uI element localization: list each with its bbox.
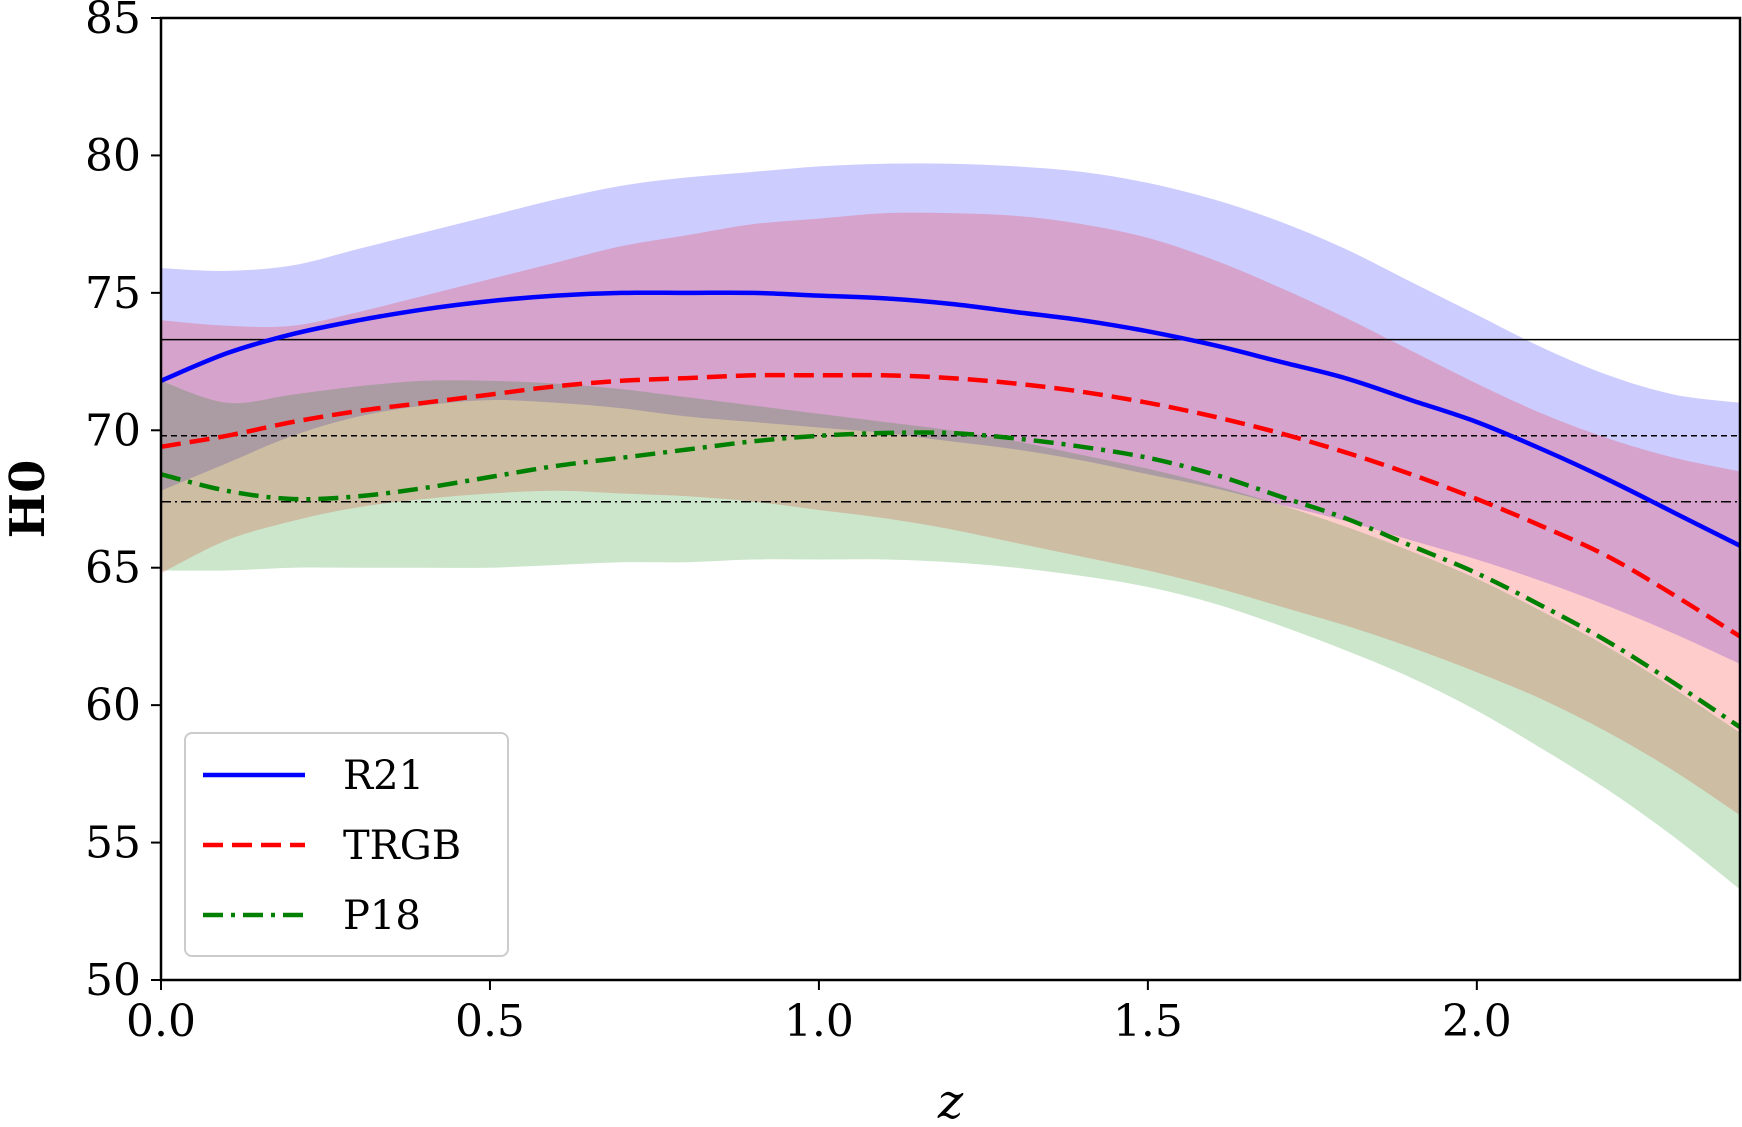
y-tick-label: 80 (85, 130, 141, 181)
x-axis-ticks: 0.0 0.5 1.0 1.5 2.0 (126, 980, 1512, 1047)
y-axis-title: H0 (0, 460, 56, 539)
legend-label-p18: P18 (343, 893, 421, 939)
y-tick-label: 55 (85, 818, 141, 869)
legend-label-trgb: TRGB (343, 823, 461, 869)
y-tick-label: 65 (85, 543, 141, 594)
x-tick-label: 1.5 (1113, 996, 1183, 1047)
reference-lines (161, 338, 1740, 503)
band-r21 (161, 163, 1740, 664)
y-tick-label: 75 (85, 268, 141, 319)
x-tick-label: 1.0 (784, 996, 854, 1047)
confidence-bands (161, 163, 1740, 890)
y-tick-label: 50 (85, 955, 141, 1006)
legend-label-r21: R21 (343, 753, 424, 799)
x-tick-label: 2.0 (1442, 996, 1512, 1047)
y-axis-ticks: 50 55 60 65 70 75 80 85 (85, 0, 161, 1006)
x-tick-label: 0.0 (126, 996, 196, 1047)
x-tick-label: 0.5 (455, 996, 525, 1047)
band-trgb (161, 212, 1740, 816)
legend-box (184, 732, 509, 957)
series-lines (161, 290, 1740, 729)
x-axis-title: z (937, 1074, 964, 1127)
line-trgb (161, 372, 1740, 639)
legend: R21 TRGB P18 (184, 732, 509, 957)
y-tick-label: 85 (85, 0, 141, 44)
line-r21 (161, 290, 1740, 548)
y-tick-label: 70 (85, 405, 141, 456)
plot-frame (159, 16, 1742, 982)
band-p18 (161, 380, 1740, 890)
y-tick-label: 60 (85, 680, 141, 731)
